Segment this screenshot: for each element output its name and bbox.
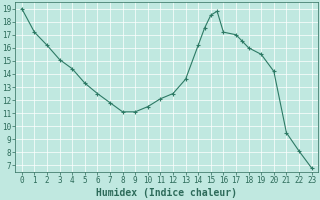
X-axis label: Humidex (Indice chaleur): Humidex (Indice chaleur) [96,188,237,198]
